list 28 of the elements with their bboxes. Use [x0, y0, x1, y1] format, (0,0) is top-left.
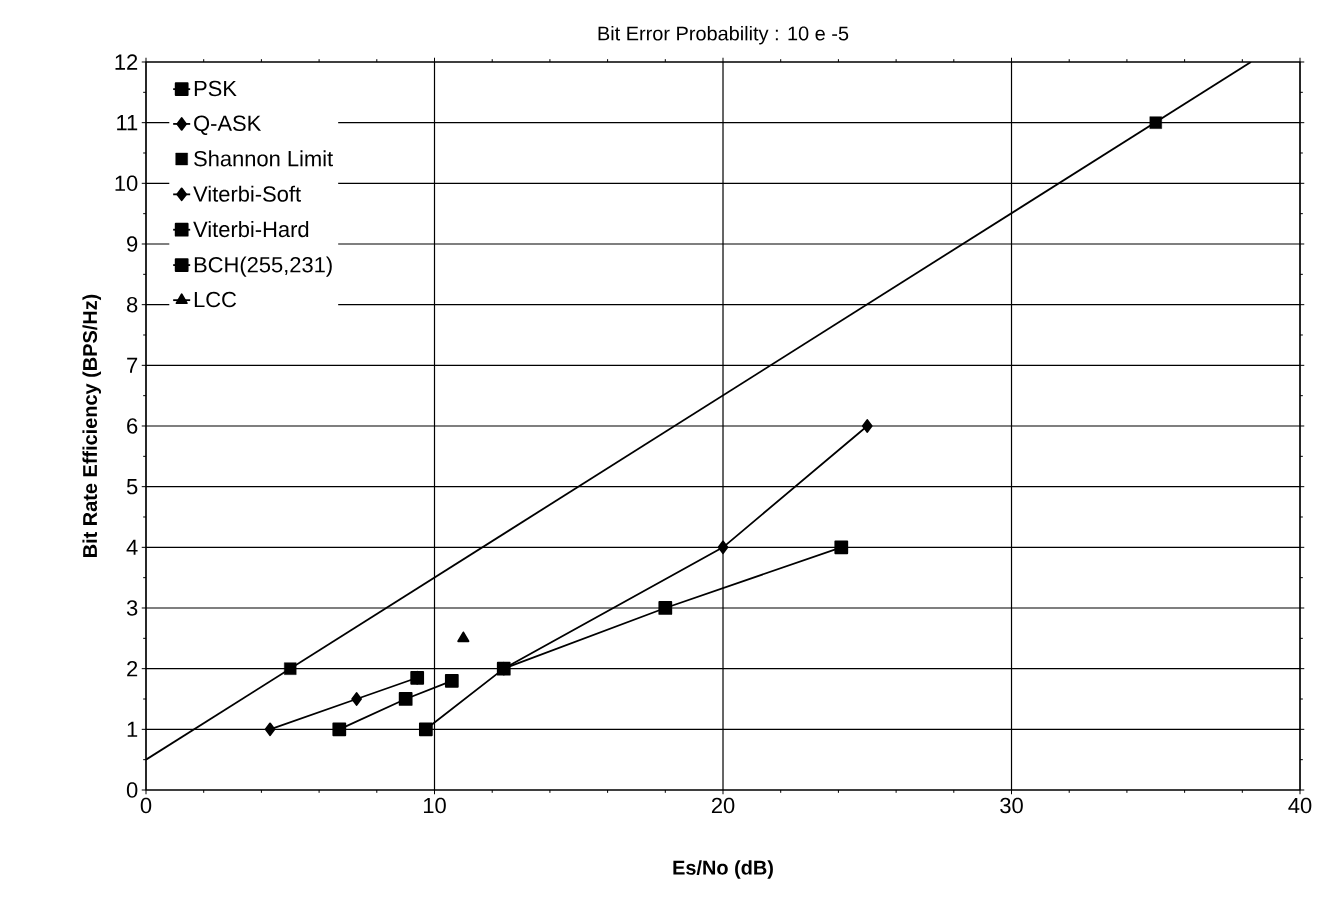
x-tick-label: 10	[423, 797, 446, 814]
x-axis-title: Es/No (dB)	[673, 860, 773, 879]
x-tick-label: 20	[711, 797, 735, 814]
x-tick-label: 0	[140, 797, 152, 814]
y-tick-label: 10	[115, 175, 138, 192]
x-tick-label: 30	[1000, 797, 1023, 814]
y-tick-label: 6	[127, 418, 138, 434]
y-tick-label: 8	[126, 296, 138, 313]
chart-title: Bit Error Probability : 10 e -5	[598, 25, 849, 45]
y-axis-title: Bit Rate Efficiency (BPS/Hz)	[82, 294, 102, 557]
legend-label: BCH(255,231)	[194, 256, 332, 277]
y-tick-label: 9	[127, 236, 138, 252]
y-tick-label: 12	[115, 54, 138, 70]
y-tick-label: 11	[117, 115, 138, 131]
y-tick-label: 0	[126, 782, 138, 798]
legend-label: Q-ASK	[194, 115, 262, 135]
y-tick-label: 7	[127, 357, 138, 373]
legend-label: Shannon Limit	[194, 150, 333, 167]
legend-label: Viterbi-Soft	[193, 185, 301, 202]
y-tick-label: 1	[127, 721, 138, 737]
y-tick-label: 5	[126, 479, 138, 495]
legend-label: LCC	[194, 291, 237, 308]
x-tick-label: 40	[1288, 797, 1312, 814]
y-tick-label: 4	[126, 539, 138, 555]
legend-label: PSK	[194, 80, 237, 97]
legend-label: Viterbi-Hard	[193, 221, 309, 238]
y-tick-label: 2	[127, 661, 138, 677]
y-tick-label: 3	[126, 600, 138, 616]
